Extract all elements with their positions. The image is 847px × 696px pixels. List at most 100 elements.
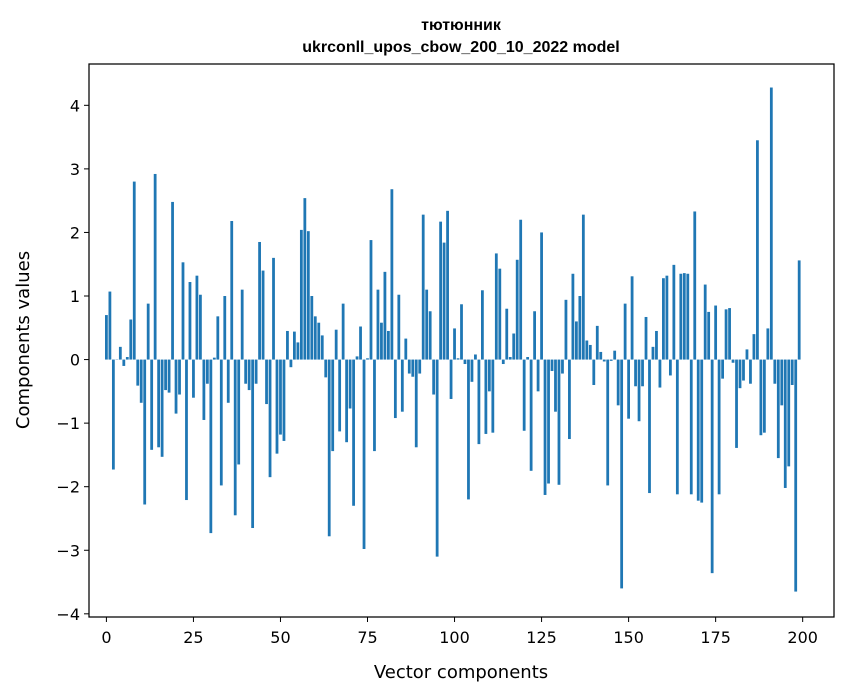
bar-component-163 xyxy=(672,264,676,360)
bar-component-103 xyxy=(463,359,467,365)
bar-component-120 xyxy=(522,359,526,431)
bar-component-169 xyxy=(693,211,697,360)
bar-component-156 xyxy=(648,359,651,494)
bar-component-155 xyxy=(644,316,648,360)
bar-component-94 xyxy=(432,359,436,395)
bar-component-101 xyxy=(456,358,460,360)
bar-component-64 xyxy=(327,359,331,537)
bar-component-129 xyxy=(554,359,557,412)
chart-subtitle: ukrconll_upos_cbow_200_10_2022 model xyxy=(302,39,619,56)
bar-component-71 xyxy=(352,359,355,506)
bar-component-40 xyxy=(244,359,248,384)
bar-component-29 xyxy=(205,359,209,384)
bar-component-111 xyxy=(491,359,495,433)
bar-component-161 xyxy=(665,275,669,360)
bar-component-31 xyxy=(212,357,216,360)
bar-component-176 xyxy=(717,359,721,495)
bar-component-112 xyxy=(494,253,498,360)
bar-component-124 xyxy=(536,359,540,392)
bar-component-77 xyxy=(373,359,376,452)
bar-component-140 xyxy=(592,359,596,385)
bar-component-104 xyxy=(467,359,470,500)
bar-component-177 xyxy=(721,359,724,379)
bar-component-47 xyxy=(268,359,272,478)
bar-component-160 xyxy=(662,278,665,360)
bar-component-39 xyxy=(240,289,244,360)
bar-component-60 xyxy=(313,316,317,360)
bar-component-172 xyxy=(703,284,707,360)
bar-component-95 xyxy=(435,359,439,557)
y-tick-label: 0 xyxy=(70,351,80,370)
y-tick-label: 3 xyxy=(70,160,80,179)
bar-component-133 xyxy=(568,359,571,440)
bar-component-106 xyxy=(474,354,477,360)
bar-component-187 xyxy=(756,140,759,360)
bar-component-179 xyxy=(728,308,731,360)
bar-component-6 xyxy=(125,357,129,360)
bar-component-81 xyxy=(387,330,390,360)
bar-component-107 xyxy=(477,359,481,445)
bar-component-28 xyxy=(202,359,206,420)
bar-component-138 xyxy=(585,340,589,360)
bar-component-62 xyxy=(320,335,324,360)
x-tick-label: 25 xyxy=(183,628,203,647)
bar-component-189 xyxy=(762,359,766,433)
bar-component-46 xyxy=(265,359,268,405)
bar-component-181 xyxy=(735,359,738,448)
bar-component-117 xyxy=(512,333,516,360)
bar-component-125 xyxy=(540,232,543,360)
bar-component-21 xyxy=(178,359,181,395)
bar-component-86 xyxy=(404,338,408,360)
chart-title: тютюнник xyxy=(421,17,502,34)
bar-component-182 xyxy=(738,359,742,389)
bar-component-190 xyxy=(766,328,770,360)
bar-component-54 xyxy=(293,331,296,360)
bar-component-56 xyxy=(299,229,303,360)
bar-component-72 xyxy=(355,356,359,360)
bar-component-90 xyxy=(418,359,422,374)
bar-component-146 xyxy=(613,350,617,360)
bar-component-178 xyxy=(724,309,728,360)
bar-component-116 xyxy=(508,357,512,360)
bar-component-0 xyxy=(105,315,108,360)
bar-component-143 xyxy=(602,359,606,362)
x-tick-label: 150 xyxy=(613,628,644,647)
bar-component-192 xyxy=(773,359,777,384)
bar-component-174 xyxy=(710,359,714,574)
bar-component-36 xyxy=(230,221,234,360)
x-axis-label: Vector components xyxy=(374,662,548,683)
bar-component-102 xyxy=(460,304,463,360)
bar-component-131 xyxy=(561,359,564,374)
bar-component-123 xyxy=(533,311,536,360)
bar-component-115 xyxy=(505,308,509,360)
bar-component-121 xyxy=(526,357,530,360)
bar-component-57 xyxy=(303,198,307,360)
bar-component-83 xyxy=(393,359,397,419)
bar-component-98 xyxy=(446,210,449,360)
bar-component-69 xyxy=(345,359,349,443)
bar-component-142 xyxy=(599,351,603,360)
bar-component-49 xyxy=(275,359,279,454)
bar-component-15 xyxy=(157,359,161,448)
bar-component-35 xyxy=(226,359,230,403)
bar-component-185 xyxy=(749,359,752,384)
bar-component-154 xyxy=(641,359,644,387)
bar-component-87 xyxy=(407,359,411,374)
bar-component-5 xyxy=(122,359,126,366)
bar-component-19 xyxy=(171,201,174,360)
bar-component-27 xyxy=(199,294,202,360)
bar-component-167 xyxy=(686,273,690,360)
bar-component-134 xyxy=(571,273,575,360)
bar-component-66 xyxy=(334,329,338,360)
bar-component-33 xyxy=(219,359,223,486)
bar-component-144 xyxy=(606,359,610,486)
bar-component-151 xyxy=(630,276,634,360)
bar-component-109 xyxy=(484,359,488,434)
bar-component-37 xyxy=(233,359,237,516)
bar-component-183 xyxy=(742,359,745,381)
bars-group xyxy=(105,87,801,592)
bar-component-65 xyxy=(331,359,335,452)
bar-component-55 xyxy=(296,342,300,360)
bar-component-76 xyxy=(369,240,373,360)
y-axis-label: Components values xyxy=(13,251,34,429)
